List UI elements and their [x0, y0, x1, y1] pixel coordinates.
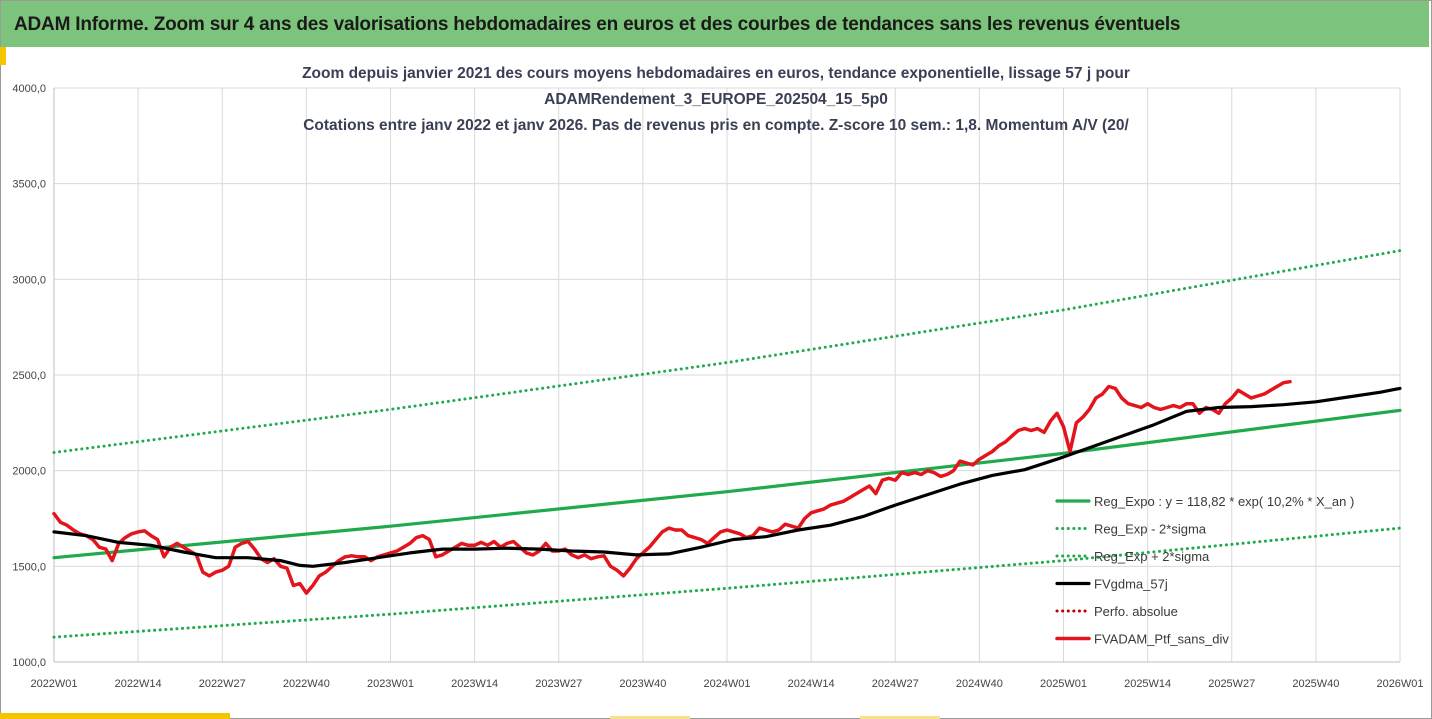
y-tick-label: 3500,0 — [12, 179, 46, 191]
x-tick-label: 2024W40 — [956, 678, 1003, 690]
x-tick-label: 2023W40 — [619, 678, 666, 690]
y-tick-label: 1000,0 — [12, 657, 46, 669]
y-tick-label: 1500,0 — [12, 561, 46, 573]
y-tick-label: 3000,0 — [12, 274, 46, 286]
legend-label: Reg_Exp - 2*sigma — [1094, 522, 1207, 537]
y-tick-label: 2000,0 — [12, 466, 46, 478]
x-tick-label: 2023W14 — [451, 678, 498, 690]
x-tick-label: 2025W01 — [1040, 678, 1087, 690]
legend-label: Reg_Exp + 2*sigma — [1094, 549, 1210, 564]
series-line-reg-expo-y-118-82-exp-10-2-x-an — [52, 408, 1402, 560]
x-tick-label: 2022W27 — [199, 678, 246, 690]
series-line-fvgdma-57j — [52, 386, 1402, 568]
x-tick-label: 2026W01 — [1376, 678, 1423, 690]
x-tick-label: 2022W40 — [283, 678, 330, 690]
accent-strip-bottom-mid — [610, 716, 690, 719]
banner-title: ADAM Informe. Zoom sur 4 ans des valoris… — [14, 14, 1181, 35]
series-line-reg-exp-2-sigma — [52, 526, 1402, 639]
chart-title-line-1: Zoom depuis janvier 2021 des cours moyen… — [302, 65, 1130, 82]
chart-title-line-3: Cotations entre janv 2022 et janv 2026. … — [303, 117, 1129, 134]
legend-label: FVADAM_Ptf_sans_div — [1094, 632, 1229, 647]
x-tick-label: 2023W27 — [535, 678, 582, 690]
x-tick-label: 2025W27 — [1208, 678, 1255, 690]
chart-title-line-2: ADAMRendement_3_EUROPE_202504_15_5p0 — [544, 91, 888, 108]
x-tick-label: 2025W14 — [1124, 678, 1171, 690]
x-tick-label: 2022W14 — [115, 678, 162, 690]
series-line-fvadam-ptf-sans-div — [52, 379, 1292, 595]
x-tick-label: 2025W40 — [1292, 678, 1339, 690]
x-tick-label: 2024W14 — [788, 678, 835, 690]
accent-strip-bottom — [0, 713, 230, 719]
x-tick-label: 2024W01 — [703, 678, 750, 690]
x-tick-label: 2022W01 — [30, 678, 77, 690]
series-line-reg-exp-2-sigma — [52, 249, 1402, 454]
accent-strip-left — [0, 47, 6, 65]
x-tick-label: 2024W27 — [872, 678, 919, 690]
y-tick-label: 2500,0 — [12, 370, 46, 382]
title-banner: ADAM Informe. Zoom sur 4 ans des valoris… — [1, 1, 1429, 47]
legend-label: Reg_Expo : y = 118,82 * exp( 10,2% * X_a… — [1094, 494, 1354, 509]
legend-label: FVgdma_57j — [1094, 577, 1168, 592]
x-tick-label: 2023W01 — [367, 678, 414, 690]
legend-label: Perfo. absolue — [1094, 604, 1178, 619]
y-tick-label: 4000,0 — [12, 83, 46, 95]
accent-strip-bottom-right — [860, 716, 940, 719]
